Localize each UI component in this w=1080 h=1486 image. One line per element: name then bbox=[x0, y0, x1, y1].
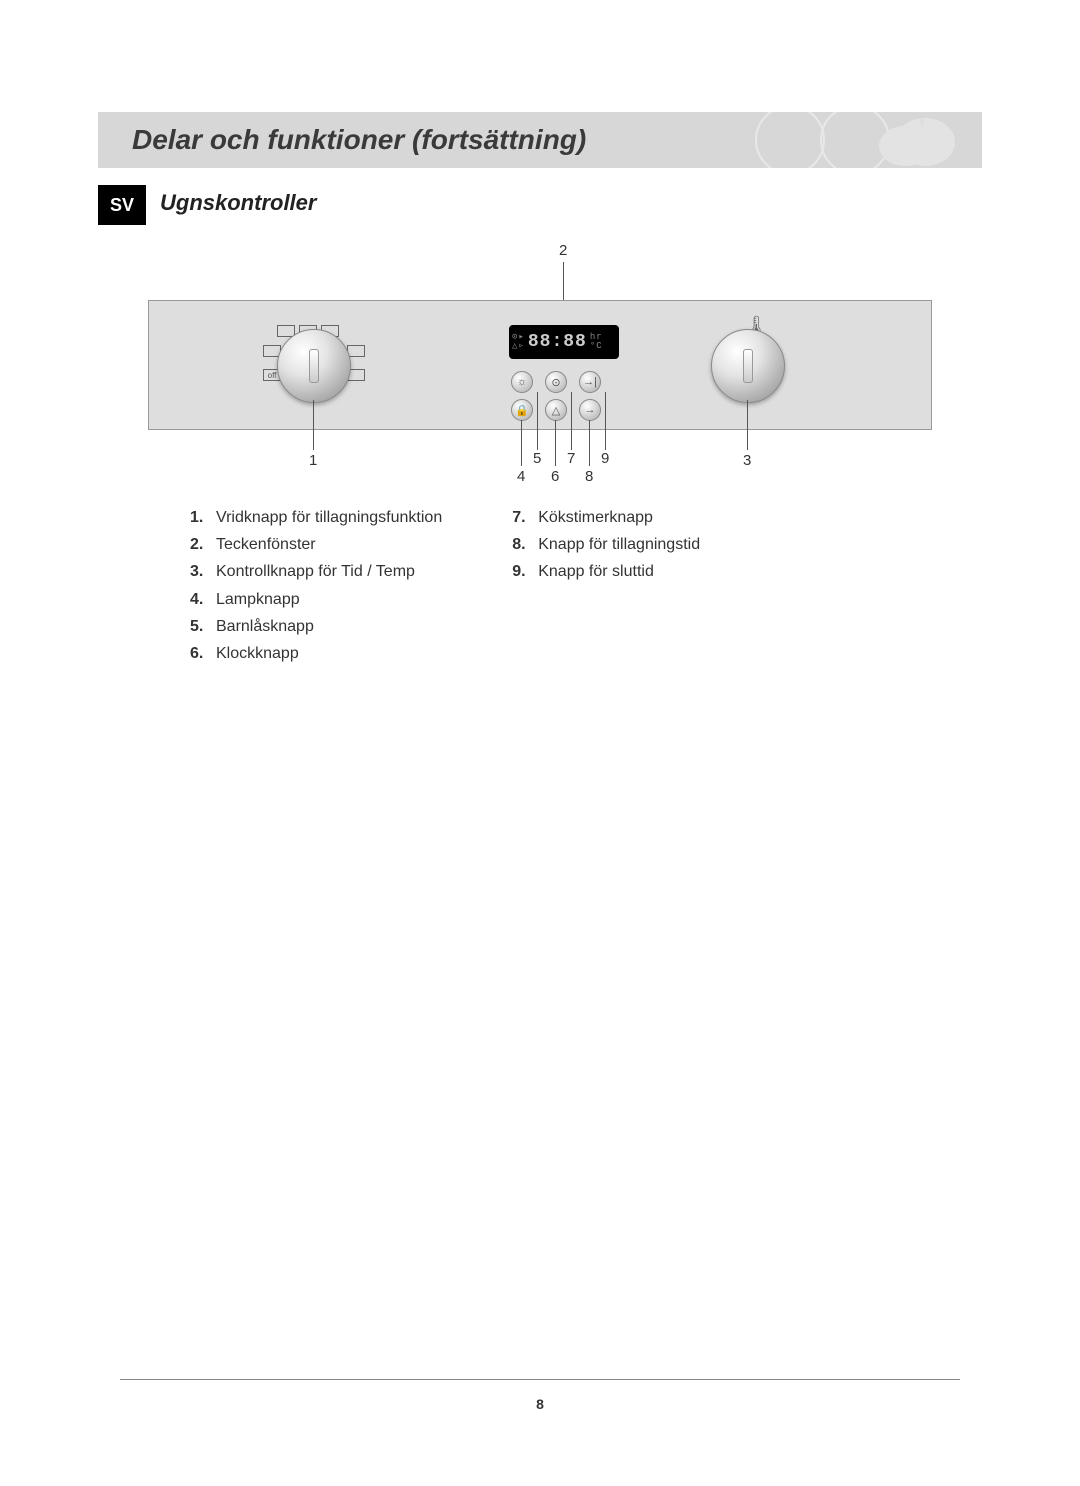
footer-rule bbox=[120, 1379, 960, 1380]
page-number: 8 bbox=[0, 1396, 1080, 1412]
legend-item: 7.Kökstimerknapp bbox=[512, 504, 700, 531]
callout-label: 5 bbox=[533, 450, 541, 467]
legend-item: 8.Knapp för tillagningstid bbox=[512, 531, 700, 558]
callout-line bbox=[313, 400, 314, 450]
callout-line bbox=[521, 420, 522, 466]
control-panel-diagram: 2 off 🌡 ⊙▸△▹ 88:88 hr°C ☼ ⊙ →| 🔒 △ → 1 bbox=[148, 300, 932, 430]
legend-item: 4.Lampknapp bbox=[190, 586, 442, 613]
legend-item: 9.Knapp för sluttid bbox=[512, 558, 700, 585]
page-title: Delar och funktioner (fortsättning) bbox=[132, 124, 586, 156]
callout-label: 6 bbox=[551, 468, 559, 485]
language-badge: SV bbox=[98, 185, 146, 225]
callout-line bbox=[747, 400, 748, 450]
section-title: Ugnskontroller bbox=[160, 190, 316, 216]
callout-label: 4 bbox=[517, 468, 525, 485]
function-dial bbox=[277, 329, 351, 403]
oven-panel: off 🌡 ⊙▸△▹ 88:88 hr°C ☼ ⊙ →| 🔒 △ → bbox=[148, 300, 932, 430]
temp-dial bbox=[711, 329, 785, 403]
display-window: ⊙▸△▹ 88:88 hr°C bbox=[509, 325, 619, 359]
callout-line bbox=[571, 392, 572, 450]
timer-button: ⊙ bbox=[545, 371, 567, 393]
legend-item: 6.Klockknapp bbox=[190, 640, 442, 667]
callout-line bbox=[555, 420, 556, 466]
callout-line bbox=[589, 420, 590, 466]
childlock-button: 🔒 bbox=[511, 399, 533, 421]
mode-icon bbox=[347, 345, 365, 357]
callout-label: 7 bbox=[567, 450, 575, 467]
legend-col-left: 1.Vridknapp för tillagningsfunktion 2.Te… bbox=[190, 504, 442, 667]
display-side-icons: hr°C bbox=[587, 333, 606, 351]
legend-item: 2.Teckenfönster bbox=[190, 531, 442, 558]
header-decoration bbox=[730, 112, 970, 168]
callout-label: 3 bbox=[743, 452, 751, 469]
legend-item: 3.Kontrollknapp för Tid / Temp bbox=[190, 558, 442, 585]
legend-item: 1.Vridknapp för tillagningsfunktion bbox=[190, 504, 442, 531]
callout-line bbox=[605, 392, 606, 450]
clock-button: △ bbox=[545, 399, 567, 421]
callout-label: 1 bbox=[309, 452, 317, 469]
legend-item: 5.Barnlåsknapp bbox=[190, 613, 442, 640]
callout-label: 9 bbox=[601, 450, 609, 467]
legend-col-right: 7.Kökstimerknapp 8.Knapp för tillagnings… bbox=[512, 504, 700, 667]
callout-line bbox=[537, 392, 538, 450]
button-row-bottom: 🔒 △ → bbox=[511, 399, 601, 421]
display-digits: 88:88 bbox=[528, 332, 587, 352]
display-side-icons: ⊙▸△▹ bbox=[509, 333, 528, 351]
end-button: →| bbox=[579, 371, 601, 393]
cooktime-button: → bbox=[579, 399, 601, 421]
callout-label: 8 bbox=[585, 468, 593, 485]
lamp-button: ☼ bbox=[511, 371, 533, 393]
legend: 1.Vridknapp för tillagningsfunktion 2.Te… bbox=[190, 504, 930, 667]
button-row-top: ☼ ⊙ →| bbox=[511, 371, 601, 393]
callout-label: 2 bbox=[559, 242, 567, 259]
